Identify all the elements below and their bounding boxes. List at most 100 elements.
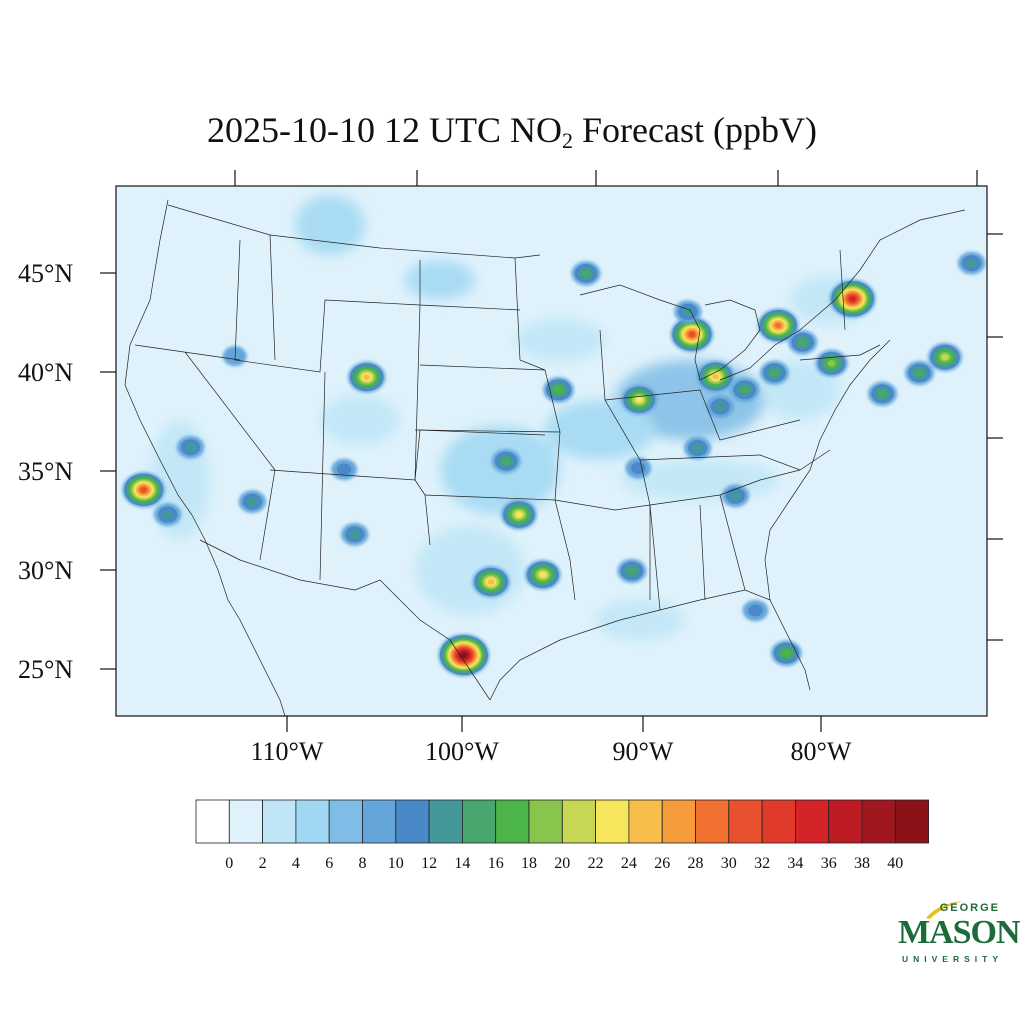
colorbar-label: 40 [887, 855, 903, 872]
right-ticks [987, 233, 1003, 641]
hotspot-boston [994, 315, 1020, 336]
hotspot-ring [515, 511, 523, 518]
colorbar-swatch [894, 799, 929, 844]
hotspot-ring [0, 209, 22, 233]
hotspot-kansas-city [543, 377, 574, 403]
hotspot-ring [349, 529, 361, 539]
hotspot-miami [770, 640, 802, 666]
hotspot-cleveland [788, 330, 818, 355]
colorbar-label: 6 [325, 855, 333, 872]
colorbar-swatch [695, 799, 730, 844]
hotspot-salt-lake-city [222, 346, 247, 367]
colorbar-label: 38 [854, 855, 870, 872]
hotspot-houston [524, 559, 561, 590]
hotspot-ring [966, 258, 978, 268]
hotspot-pittsburgh [815, 349, 848, 377]
colorbar-label: 12 [421, 855, 437, 872]
colorbar-swatch [262, 799, 297, 844]
colorbar-swatch [328, 799, 363, 844]
hotspot-ring [797, 338, 808, 347]
hotspot-ring [45, 407, 71, 428]
lat-label: 45°N [18, 259, 73, 288]
logo-mason: MASON [898, 914, 1021, 951]
colorbar: 0 2 4 6 8 10 12 14 16 18 20 22 24 26 28 30 32 34 36 38 40 [195, 799, 929, 872]
lon-labels: 110°W 100°W 90°W 80°W [251, 737, 852, 766]
colorbar-label: 34 [787, 855, 803, 872]
colorbar-swatch [795, 799, 830, 844]
hotspot-louisville [706, 395, 734, 419]
hotspot-san-francisco-bay [45, 407, 71, 428]
hotspot-ring [775, 322, 782, 329]
hotspot-ring [635, 396, 643, 403]
colorbar-label: 18 [521, 855, 537, 872]
hotspot-toronto [829, 279, 876, 318]
hotspot-ring [162, 509, 174, 520]
lat-label: 30°N [18, 556, 73, 585]
colorbar-label: 30 [721, 855, 737, 872]
colorbar-label: 22 [588, 855, 604, 872]
colorbar-label: 14 [454, 855, 470, 872]
hotspot-tampa [742, 599, 769, 622]
logo-university: UNIVERSITY [902, 954, 1004, 964]
hotspot-dallas [501, 499, 537, 530]
colorbar-swatch [362, 799, 397, 844]
hotspot-ring [631, 462, 646, 474]
hotspot-cincinnati [730, 377, 760, 402]
hotspot-ring [337, 463, 352, 476]
hotspot-ring [140, 487, 147, 493]
hotspot-ring [714, 402, 726, 412]
logo-george: GEORGE [939, 902, 1000, 914]
colorbar-label: 36 [821, 855, 837, 872]
map-content [0, 195, 1020, 716]
map-frame [115, 185, 988, 717]
bottom-ticks [286, 716, 822, 732]
hotspot-columbus [759, 360, 790, 385]
hotspot-ring [729, 491, 742, 501]
left-ticks [100, 272, 116, 670]
top-ticks [234, 170, 978, 186]
hotspot-ring [554, 386, 563, 394]
lat-label: 40°N [18, 358, 73, 387]
hotspot-albuquerque [331, 458, 357, 481]
hotspot-ring [3, 218, 12, 226]
lon-label: 100°W [425, 737, 499, 766]
hotspot-los-angeles [122, 472, 165, 508]
hotspot-atlanta [721, 484, 750, 508]
hotspot-ring [692, 443, 704, 453]
colorbar-swatch [295, 799, 330, 844]
hotspot-ring [914, 369, 925, 377]
hotspot-ring [487, 579, 495, 585]
hotspot-seattle [0, 209, 22, 233]
hotspot-ring [627, 567, 637, 575]
hotspot-ring [246, 497, 258, 507]
colorbar-label: 26 [654, 855, 670, 872]
hotspot-ring [185, 442, 197, 452]
hotspot-san-antonio [472, 566, 510, 598]
hotspot-ring [222, 346, 247, 367]
hotspot-ring [712, 373, 719, 380]
hotspot-ring [501, 457, 511, 466]
hotspot-nashville [683, 436, 712, 460]
colorbar-swatch [828, 799, 863, 844]
hotspot-oklahoma-city [491, 449, 521, 474]
hotspot-monterrey [438, 633, 490, 677]
colorbar-swatch [595, 799, 630, 844]
lon-label: 80°W [791, 737, 852, 766]
hotspot-ring [849, 296, 856, 302]
hotspot-indianapolis [696, 360, 735, 393]
chart-title: 2025-10-10 12 UTC NO2 Forecast (ppbV) [0, 110, 1024, 161]
colorbar-swatch [728, 799, 763, 844]
hotspot-ring [3, 257, 17, 269]
hotspot-ring [539, 571, 547, 578]
hotspot-ring [51, 412, 65, 424]
title-text: 2025-10-10 12 UTC NO [207, 110, 563, 150]
colorbar-swatch [528, 799, 563, 844]
colorbar-label: 32 [754, 855, 770, 872]
hotspot-ring [0, 215, 16, 228]
hotspot-ring [363, 374, 371, 380]
hotspot-phoenix [238, 490, 267, 514]
colorbar-swatch [661, 799, 696, 844]
colorbar-label: 10 [388, 855, 404, 872]
colorbar-swatch [861, 799, 896, 844]
